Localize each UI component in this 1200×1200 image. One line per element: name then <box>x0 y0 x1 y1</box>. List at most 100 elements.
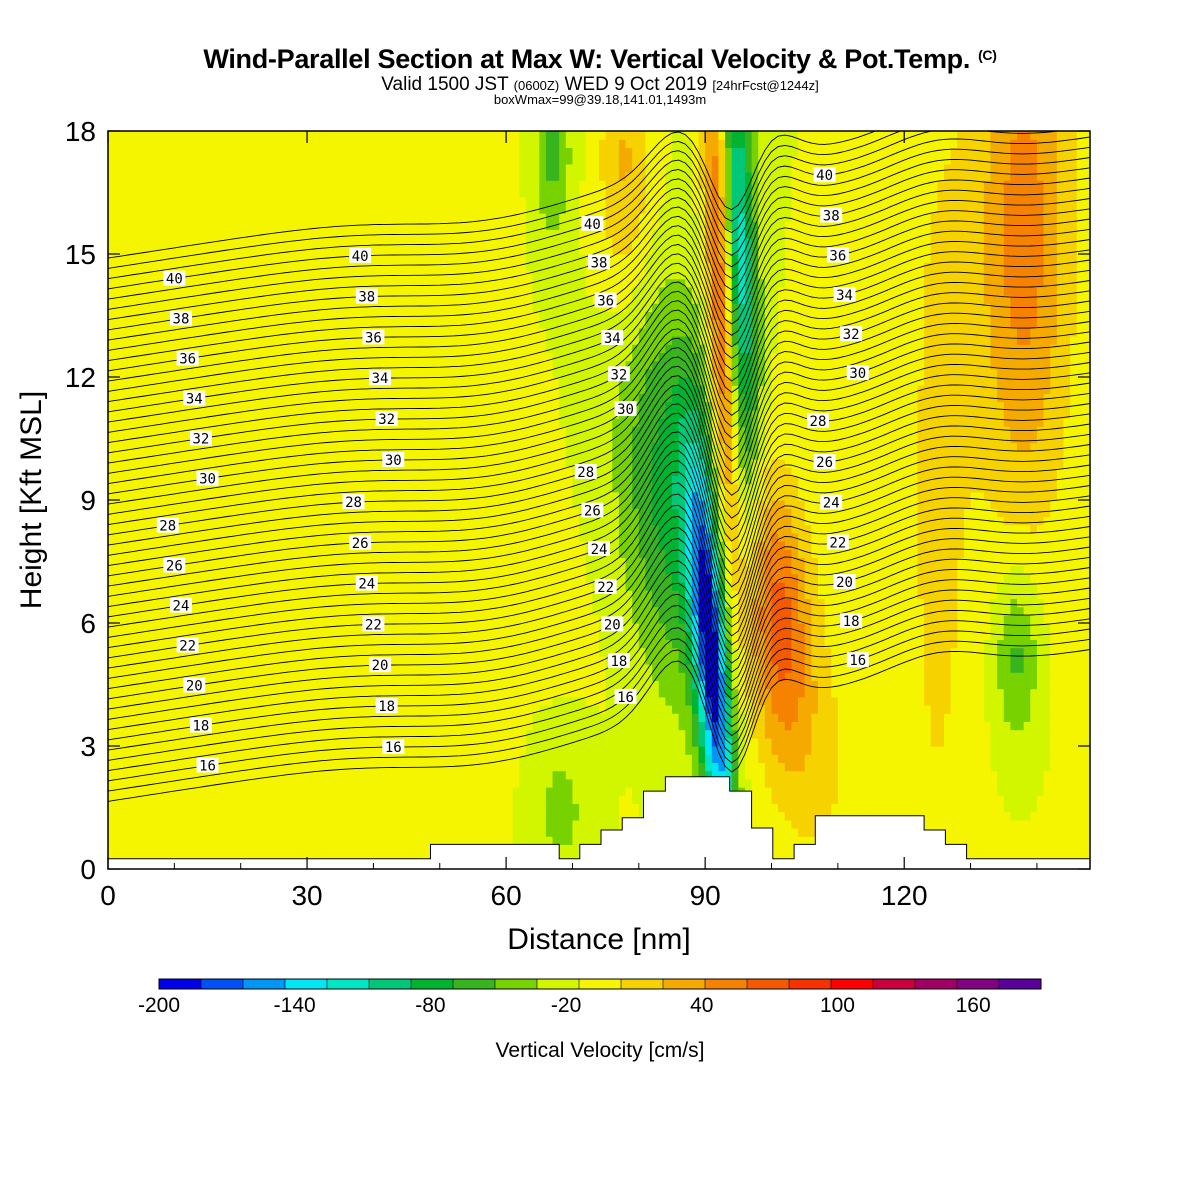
velocity-cell <box>399 770 408 780</box>
velocity-cell <box>267 811 275 821</box>
velocity-cell <box>618 762 627 772</box>
velocity-cell <box>638 705 647 714</box>
velocity-cell <box>406 746 414 755</box>
velocity-cell <box>837 762 846 772</box>
velocity-cell <box>187 844 195 854</box>
velocity-cell <box>691 688 700 698</box>
velocity-cell <box>147 606 156 616</box>
velocity-cell <box>864 688 872 698</box>
velocity-cell <box>579 762 587 772</box>
velocity-cell <box>499 655 507 665</box>
velocity-cell <box>433 836 441 845</box>
velocity-cell <box>579 754 587 763</box>
velocity-cell <box>373 639 381 649</box>
velocity-cell <box>532 737 540 747</box>
velocity-cell <box>419 590 428 599</box>
velocity-cell <box>804 713 812 722</box>
velocity-cell <box>1076 713 1084 722</box>
velocity-cell <box>134 606 142 616</box>
velocity-cell <box>1050 762 1058 772</box>
velocity-cell <box>1036 647 1045 657</box>
velocity-cell <box>1083 737 1090 747</box>
velocity-cell <box>300 688 308 698</box>
velocity-cell <box>671 762 680 772</box>
velocity-cell <box>227 647 235 657</box>
velocity-cell <box>499 590 507 599</box>
velocity-cell <box>360 606 368 616</box>
velocity-cell <box>492 713 501 722</box>
velocity-cell <box>897 754 905 763</box>
velocity-cell <box>618 631 627 640</box>
velocity-cell <box>924 696 932 706</box>
velocity-cell <box>545 639 554 649</box>
velocity-cell <box>817 623 826 632</box>
velocity-cell <box>293 762 302 772</box>
velocity-cell <box>492 614 501 624</box>
velocity-cell <box>472 819 481 829</box>
velocity-cell <box>1036 852 1045 862</box>
velocity-cell <box>1030 672 1038 681</box>
velocity-cell <box>665 721 673 731</box>
velocity-cell <box>512 787 520 796</box>
velocity-cell <box>758 623 766 632</box>
velocity-cell <box>127 787 136 796</box>
velocity-cell <box>1070 598 1078 608</box>
velocity-cell <box>1003 680 1011 690</box>
velocity-cell <box>154 803 162 813</box>
velocity-cell <box>685 688 693 698</box>
velocity-cell <box>1017 639 1025 649</box>
velocity-cell <box>871 754 879 763</box>
velocity-cell <box>897 762 905 772</box>
velocity-cell <box>904 647 912 657</box>
velocity-cell <box>685 647 693 657</box>
velocity-cell <box>963 696 972 706</box>
velocity-cell <box>1050 623 1058 632</box>
velocity-cell <box>1017 598 1025 608</box>
velocity-cell <box>605 590 613 599</box>
velocity-cell <box>977 787 985 796</box>
velocity-cell <box>1050 721 1058 731</box>
velocity-cell <box>180 721 189 731</box>
velocity-cell <box>559 836 567 845</box>
velocity-cell <box>380 647 388 657</box>
velocity-cell <box>884 623 892 632</box>
velocity-cell <box>1017 705 1025 714</box>
velocity-cell <box>466 614 474 624</box>
velocity-cell <box>1056 598 1065 608</box>
velocity-cell <box>326 598 335 608</box>
velocity-cell <box>287 705 295 714</box>
velocity-cell <box>214 844 222 854</box>
velocity-cell <box>1063 811 1071 821</box>
velocity-cell <box>506 664 514 673</box>
velocity-cell <box>419 787 428 796</box>
velocity-cell <box>147 795 156 804</box>
velocity-cell <box>406 655 414 665</box>
velocity-cell <box>406 852 414 862</box>
velocity-cell <box>234 795 242 804</box>
velocity-cell <box>519 754 527 763</box>
velocity-cell <box>1070 705 1078 714</box>
velocity-cell <box>758 696 766 706</box>
velocity-cell <box>333 647 341 657</box>
velocity-cell <box>121 721 129 731</box>
velocity-cell <box>479 598 487 608</box>
velocity-cell <box>207 737 215 747</box>
velocity-cell <box>466 713 474 722</box>
velocity-cell <box>592 655 600 665</box>
velocity-cell <box>1056 614 1065 624</box>
velocity-cell <box>585 696 593 706</box>
velocity-cell <box>725 631 733 640</box>
velocity-cell <box>161 713 169 722</box>
velocity-cell <box>585 598 593 608</box>
velocity-cell <box>446 590 454 599</box>
velocity-cell <box>632 787 640 796</box>
velocity-cell <box>333 803 341 813</box>
velocity-cell <box>234 787 242 796</box>
velocity-cell <box>618 803 627 813</box>
velocity-cell <box>605 803 613 813</box>
velocity-cell <box>824 623 832 632</box>
velocity-cell <box>957 762 965 772</box>
velocity-cell <box>161 795 169 804</box>
velocity-cell <box>612 819 620 829</box>
velocity-cell <box>1043 647 1051 657</box>
